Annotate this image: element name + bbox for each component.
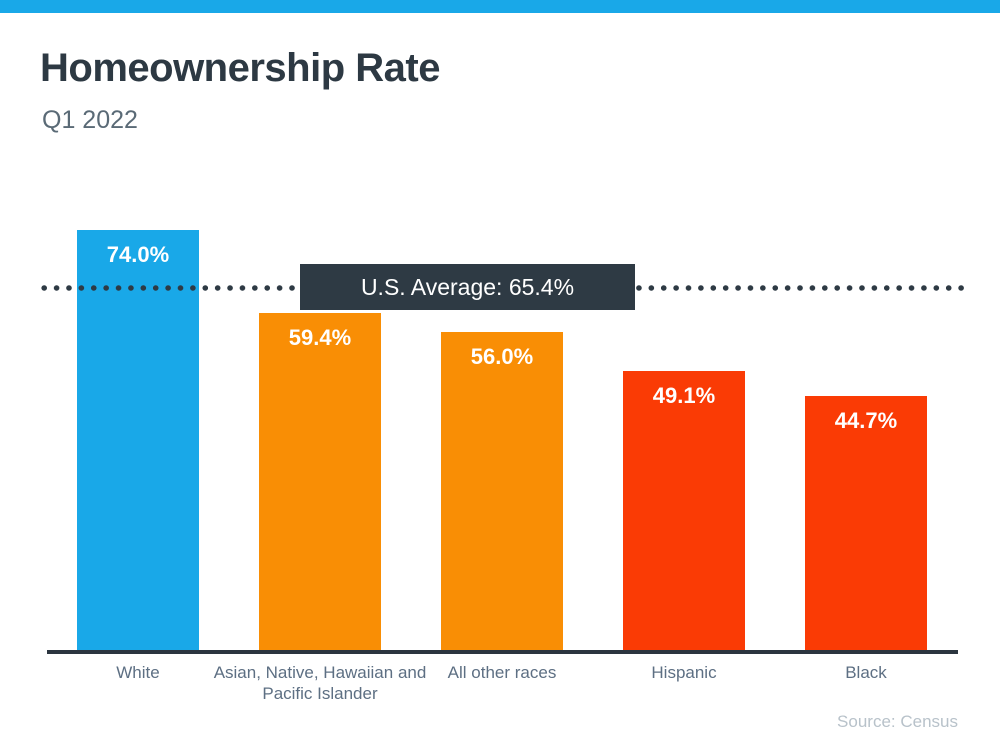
category-label-hispanic: Hispanic	[651, 663, 717, 682]
bar-asian-native-hawaiian-and-pacific-islander: 59.4%	[259, 313, 381, 650]
bar-value-label: 49.1%	[652, 383, 716, 408]
category-label-white: White	[116, 663, 160, 682]
source-attribution: Source: Census	[837, 712, 958, 731]
bar-white: 74.0%	[77, 230, 199, 650]
bar-value-label: 59.4%	[288, 325, 352, 350]
bar-value-label: 56.0%	[470, 344, 534, 369]
average-badge-label: U.S. Average: 65.4%	[360, 274, 575, 300]
category-label-black: Black	[845, 663, 887, 682]
page-subtitle: Q1 2022	[42, 106, 138, 134]
bar-value-label: 44.7%	[834, 408, 898, 433]
category-label-all-other-races: All other races	[447, 663, 557, 682]
top-accent-stripe	[0, 0, 1000, 13]
page-title: Homeownership Rate	[40, 46, 440, 90]
bar-value-label: 74.0%	[106, 242, 170, 267]
average-badge: U.S. Average: 65.4%	[300, 264, 635, 310]
bar-all-other-races: 56.0%	[441, 332, 563, 650]
bar-black: 44.7%	[805, 396, 927, 650]
x-axis-line	[47, 650, 958, 654]
bar-hispanic: 49.1%	[623, 371, 745, 650]
category-label-asian-native-hawaiian-and-pacific-islander: Asian, Native, Hawaiian and Pacific Isla…	[213, 663, 427, 703]
